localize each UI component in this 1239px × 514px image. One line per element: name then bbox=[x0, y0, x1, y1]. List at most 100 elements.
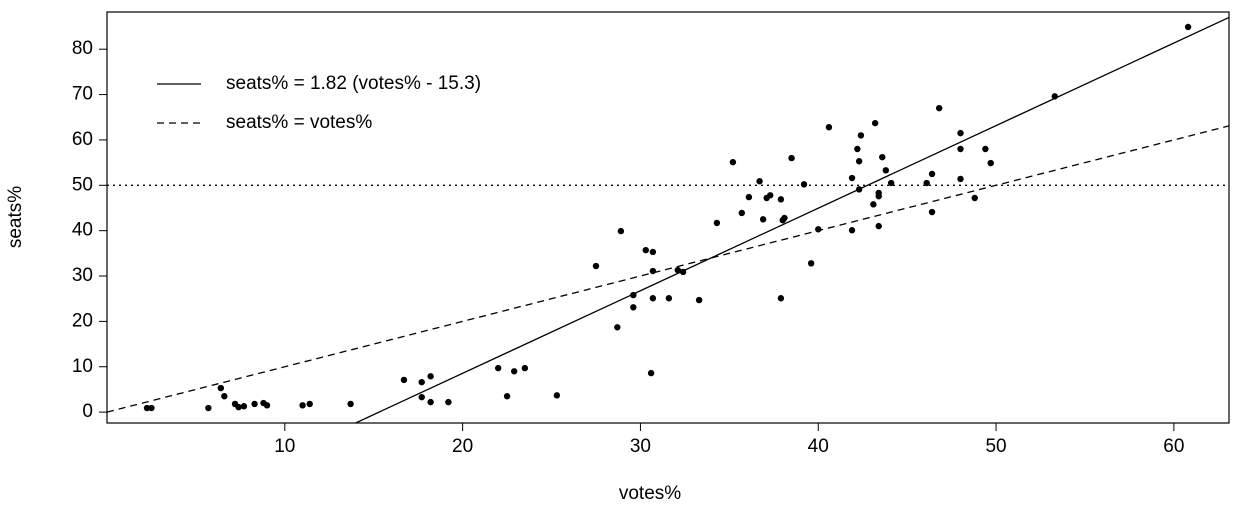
point bbox=[777, 196, 785, 203]
point bbox=[649, 248, 657, 256]
point bbox=[848, 227, 856, 234]
plot-area bbox=[107, 16, 1229, 423]
point bbox=[445, 398, 452, 406]
point bbox=[649, 267, 657, 275]
point bbox=[695, 296, 703, 304]
x-tick-label: 60 bbox=[1163, 436, 1184, 457]
point bbox=[510, 368, 518, 375]
point bbox=[957, 129, 964, 137]
point bbox=[875, 192, 882, 200]
point bbox=[738, 209, 745, 217]
point bbox=[1051, 93, 1058, 100]
point bbox=[928, 208, 936, 216]
y-tick-label: 20 bbox=[72, 310, 93, 331]
point bbox=[553, 392, 561, 399]
point bbox=[825, 124, 833, 131]
point bbox=[882, 167, 890, 174]
y-tick-label: 40 bbox=[72, 220, 93, 241]
point bbox=[347, 400, 354, 408]
point bbox=[756, 178, 763, 185]
point bbox=[418, 393, 425, 401]
y-tick-label: 30 bbox=[72, 265, 93, 286]
x-tick-label: 10 bbox=[274, 436, 295, 457]
plot-frame bbox=[106, 11, 1230, 424]
point bbox=[855, 186, 863, 193]
point bbox=[299, 402, 306, 409]
point bbox=[855, 158, 863, 165]
point bbox=[781, 214, 788, 222]
point bbox=[848, 174, 856, 182]
x-tick-label: 40 bbox=[808, 436, 829, 457]
point bbox=[205, 404, 212, 412]
point bbox=[306, 400, 313, 408]
legend-label: seats% = votes% bbox=[226, 112, 372, 133]
point bbox=[427, 398, 434, 406]
point bbox=[857, 132, 865, 139]
point bbox=[971, 194, 978, 202]
point bbox=[1184, 23, 1192, 31]
point bbox=[875, 222, 882, 230]
point bbox=[815, 226, 822, 233]
point bbox=[887, 179, 895, 187]
point bbox=[871, 119, 879, 127]
point bbox=[642, 246, 649, 254]
point bbox=[217, 384, 225, 392]
point bbox=[923, 179, 930, 187]
point bbox=[614, 324, 621, 331]
point bbox=[788, 154, 795, 162]
point bbox=[617, 227, 625, 235]
point bbox=[503, 393, 511, 400]
point bbox=[665, 295, 673, 302]
point bbox=[263, 402, 271, 409]
y-tick-label: 70 bbox=[72, 84, 93, 105]
point bbox=[221, 393, 228, 400]
point bbox=[713, 219, 721, 227]
point bbox=[647, 369, 655, 377]
point bbox=[630, 304, 637, 311]
x-tick-label: 50 bbox=[985, 436, 1006, 457]
point bbox=[729, 158, 737, 166]
point bbox=[251, 400, 258, 408]
y-tick-label: 10 bbox=[72, 356, 93, 377]
y-axis-label: seats% bbox=[5, 186, 26, 248]
point bbox=[674, 266, 681, 274]
point bbox=[800, 181, 808, 188]
y-tick-label: 0 bbox=[82, 401, 93, 422]
point bbox=[649, 295, 657, 302]
point bbox=[235, 403, 242, 411]
point bbox=[521, 364, 529, 372]
x-tick-label: 30 bbox=[630, 436, 651, 457]
point bbox=[777, 295, 785, 302]
point bbox=[240, 403, 248, 410]
point bbox=[854, 145, 861, 153]
point bbox=[745, 193, 753, 201]
x-axis-label: votes% bbox=[619, 483, 681, 504]
point bbox=[957, 145, 964, 153]
point bbox=[935, 104, 943, 112]
point bbox=[148, 404, 155, 412]
point bbox=[427, 373, 434, 380]
point bbox=[957, 175, 964, 183]
y-tick-label: 60 bbox=[72, 129, 93, 150]
point bbox=[928, 170, 936, 178]
point bbox=[870, 201, 877, 208]
point bbox=[592, 262, 600, 270]
x-tick-label: 20 bbox=[452, 436, 473, 457]
point bbox=[630, 291, 637, 299]
reference-line bbox=[354, 16, 1229, 423]
point bbox=[807, 260, 815, 267]
point bbox=[400, 376, 408, 384]
reference-line bbox=[107, 125, 1229, 413]
point bbox=[418, 378, 425, 386]
y-tick-label: 80 bbox=[72, 38, 93, 59]
point bbox=[759, 216, 767, 223]
y-tick-label: 50 bbox=[72, 174, 93, 195]
point bbox=[143, 404, 151, 412]
point bbox=[494, 364, 502, 372]
point bbox=[982, 145, 989, 153]
point bbox=[987, 159, 994, 167]
point bbox=[879, 153, 886, 161]
point bbox=[679, 268, 687, 276]
legend-label: seats% = 1.82 (votes% - 15.3) bbox=[226, 73, 481, 94]
